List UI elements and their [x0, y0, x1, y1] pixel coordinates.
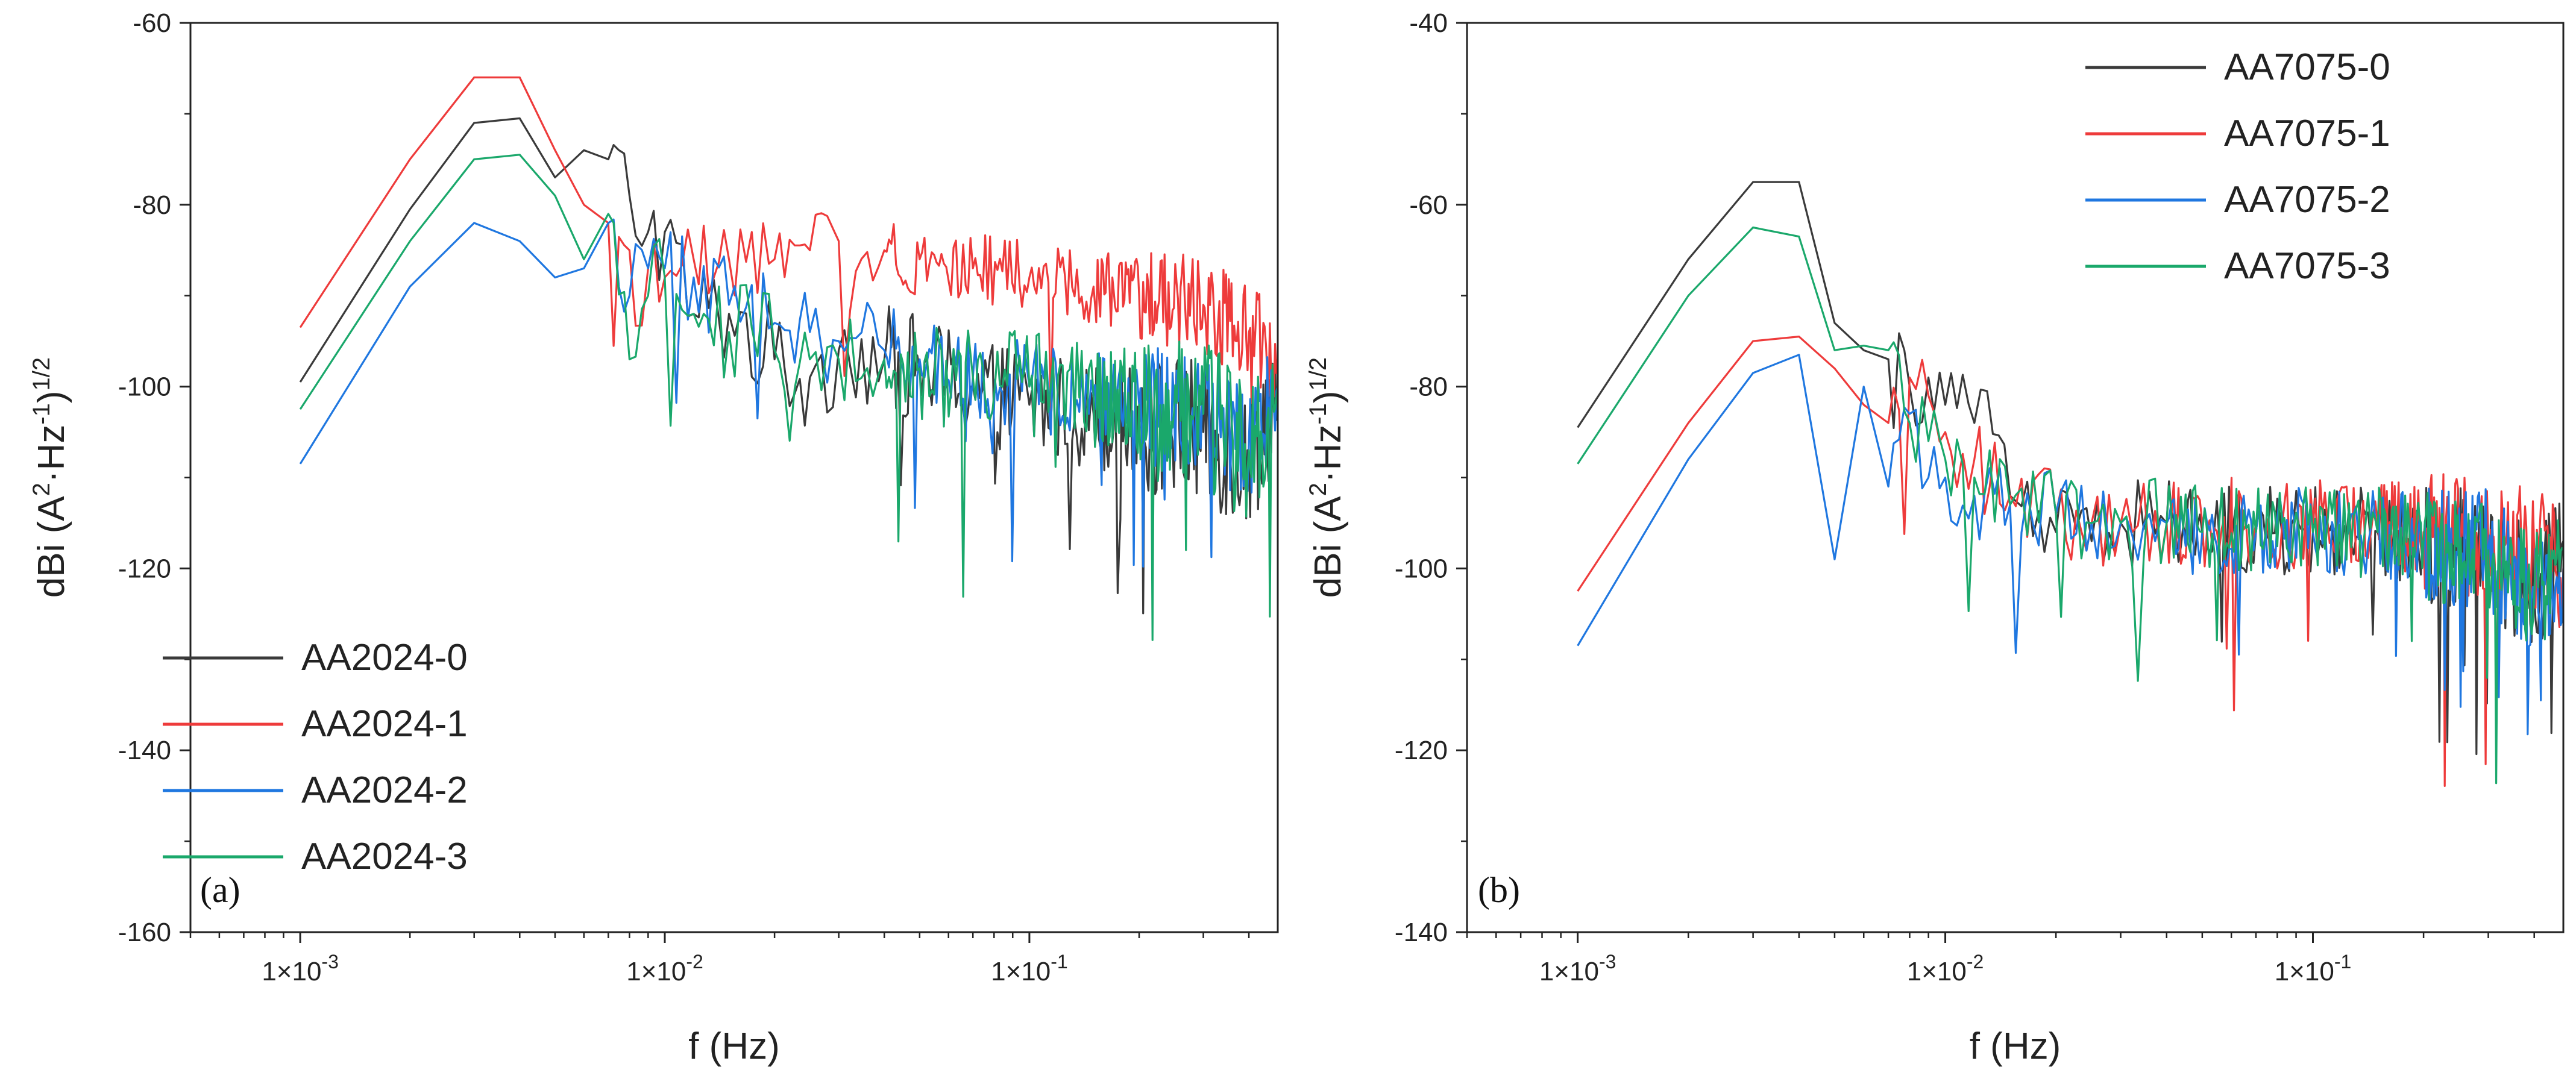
chart-panel-0: -60 -80 -100 -120 -140 -160 1×10-3 1×10-2 1×10-1… [28, 8, 1279, 1067]
legend-entry: AA2024-3 [301, 836, 468, 877]
x-tick-label: 1×10-2 [1907, 951, 1984, 986]
y-tick-label: -120 [118, 554, 171, 583]
legend: AA2024-0 AA2024-1 AA2024-2 AA2024-3 [163, 637, 468, 877]
x-tick-label: 1×10-2 [626, 951, 703, 986]
y-tick-label: -100 [1395, 554, 1448, 583]
series-group [299, 76, 1278, 641]
y-tick-label: -80 [1409, 372, 1448, 402]
legend: AA7075-0 AA7075-1 AA7075-2 AA7075-3 [2085, 46, 2390, 287]
legend-entry: AA7075-2 [2224, 179, 2390, 221]
x-axis-label: f (Hz) [1970, 1026, 2061, 1067]
x-tick-label: 1×10-3 [1539, 951, 1616, 986]
legend-entry: AA7075-1 [2224, 113, 2390, 154]
series-line-aa2024-3 [299, 154, 1278, 641]
y-tick-label: -40 [1409, 8, 1448, 38]
y-tick-label: -60 [1409, 190, 1448, 220]
y-tick-label: -140 [118, 736, 171, 765]
x-axis-label: f (Hz) [688, 1026, 780, 1067]
y-tick-label: -60 [133, 8, 171, 38]
panel-label: (a) [200, 870, 240, 910]
y-axis-label: dBi (A2·Hz-1)1/2 [1305, 357, 1349, 598]
y-tick-label: -140 [1395, 918, 1448, 947]
panel-label: (b) [1478, 870, 1520, 910]
legend-entry: AA7075-0 [2224, 46, 2390, 88]
y-tick-label: -100 [118, 372, 171, 402]
y-tick-label: -120 [1395, 736, 1448, 765]
series-line-aa2024-1 [299, 76, 1278, 417]
y-axis-label: dBi (A2·Hz-1)1/2 [28, 357, 72, 598]
legend-entry: AA2024-2 [301, 769, 468, 811]
chart-panel-1: -40 -60 -80 -100 -120 -140 1×10-3 1×10-2 1×10-1 f… [1305, 8, 2565, 1067]
series-line-aa7075-2 [1577, 354, 2563, 736]
series-group [1577, 181, 2563, 788]
legend-entry: AA7075-3 [2224, 245, 2390, 287]
series-line-aa7075-3 [1577, 226, 2563, 785]
x-tick-label: 1×10-3 [262, 951, 339, 986]
x-tick-label: 1×10-1 [2275, 951, 2352, 986]
y-tick-label: -160 [118, 918, 171, 947]
y-tick-label: -80 [133, 190, 171, 220]
x-tick-label: 1×10-1 [991, 951, 1068, 986]
series-line-aa7075-0 [1577, 181, 2563, 756]
legend-entry: AA2024-0 [301, 637, 468, 678]
plot-frame [1466, 22, 2565, 933]
legend-entry: AA2024-1 [301, 703, 468, 745]
